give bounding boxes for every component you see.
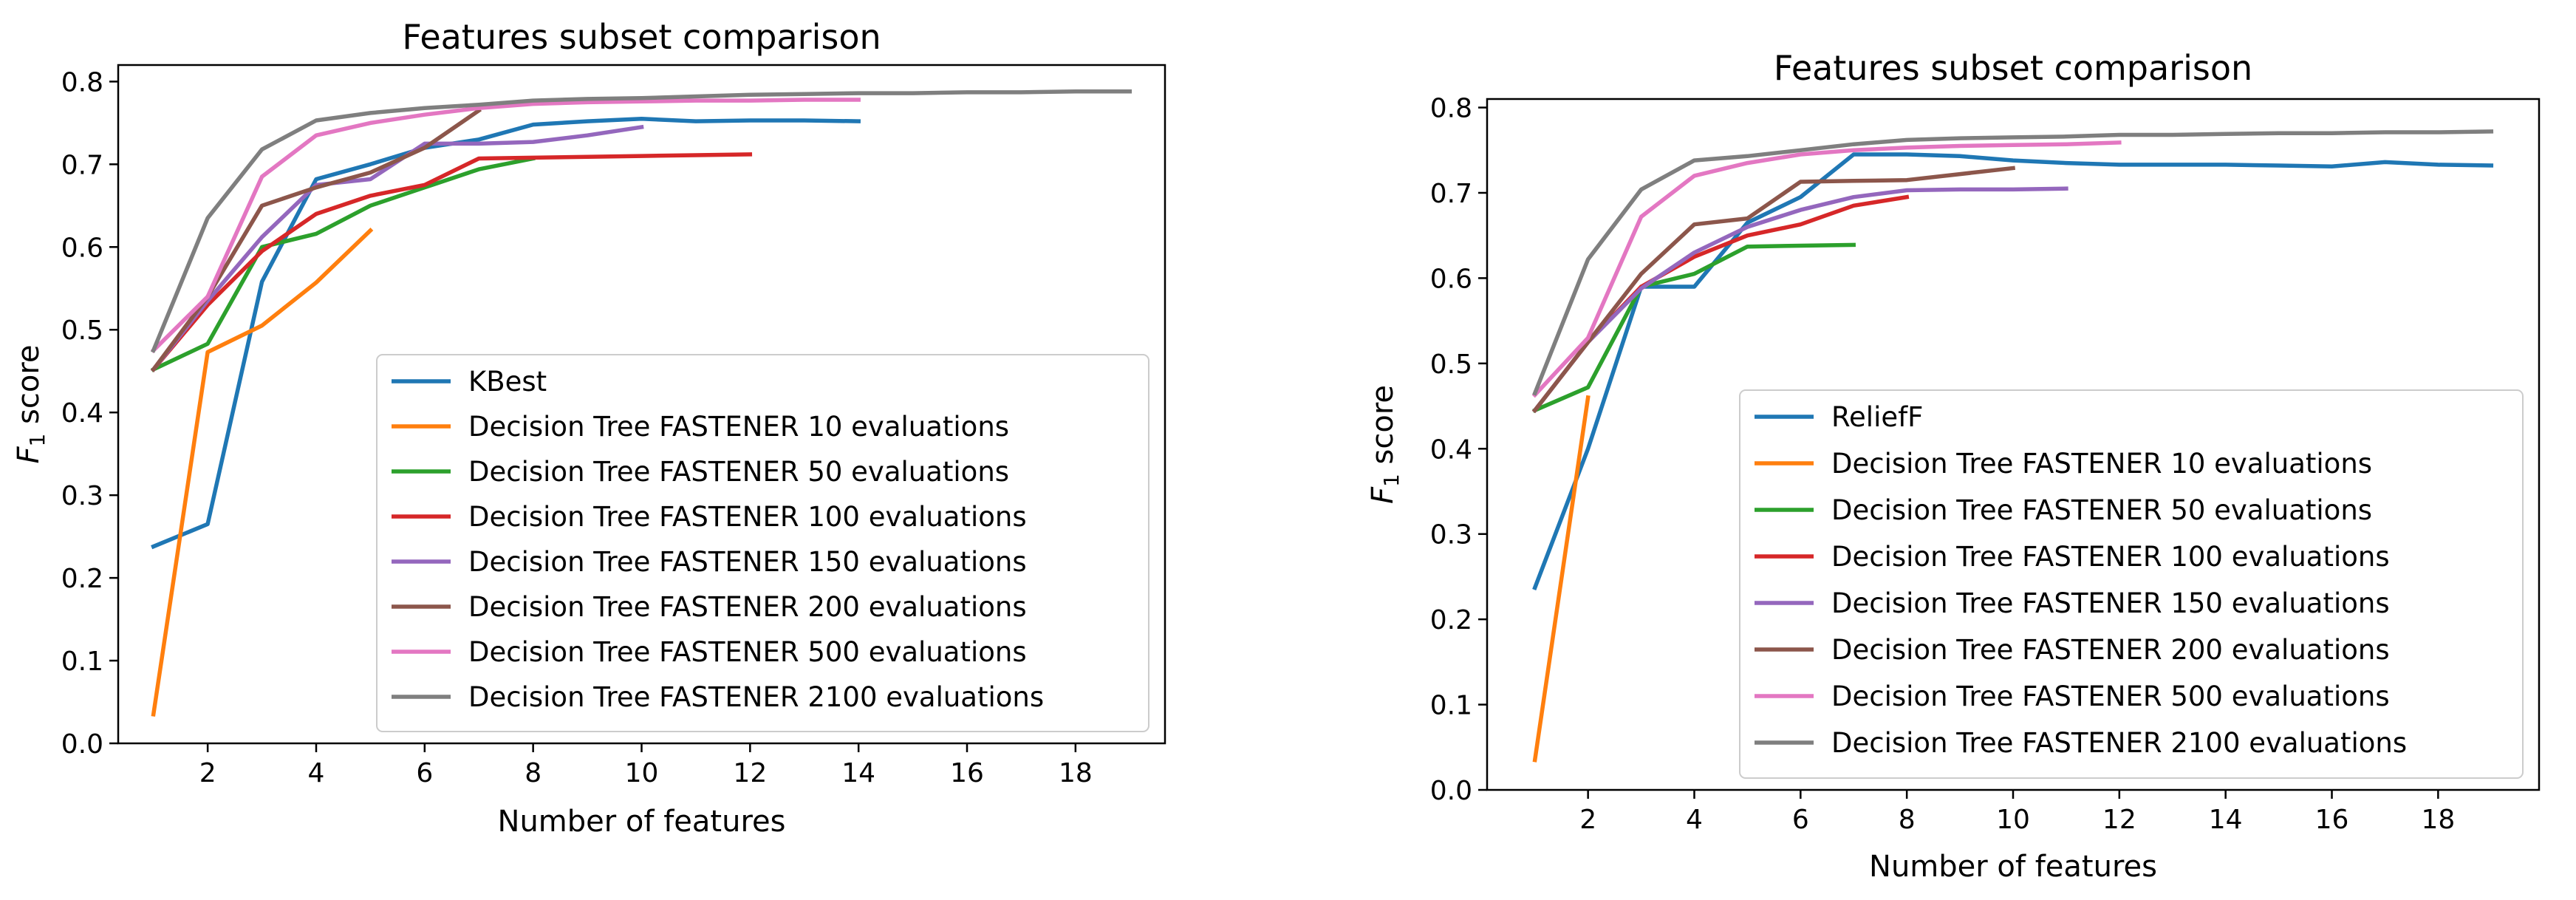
y-axis-label: F1 score (12, 344, 49, 463)
series-lines (1531, 129, 2494, 763)
series-lines (150, 89, 1132, 717)
legend-entry-5: Decision Tree FASTENER 200 evaluations (468, 591, 1027, 623)
chart-1: Features subset comparison 2 4 6 8 10 12 14 16 18… (12, 17, 1166, 839)
x-tick-label: 10 (1996, 805, 2030, 835)
x-tick-label: 10 (625, 758, 659, 788)
legend-entry-0: KBest (468, 366, 547, 398)
x-tick-label: 2 (1579, 805, 1596, 835)
series-line-1 (151, 228, 374, 717)
legend-entry-1: Decision Tree FASTENER 10 evaluations (1831, 448, 2372, 480)
legend-entry-5: Decision Tree FASTENER 200 evaluations (1831, 634, 2390, 666)
x-tick-label: 4 (1686, 805, 1703, 835)
series-line-7 (151, 89, 1132, 353)
y-tick-label: 0.7 (61, 150, 103, 180)
y-axis: 0.0 0.1 0.2 0.3 0.4 0.5 0.6 0.7 0.8 (61, 67, 118, 760)
legend: ReliefF Decision Tree FASTENER 10 evaluat… (1739, 389, 2524, 779)
series-line-0 (151, 117, 861, 550)
y-tick-label: 0.3 (1430, 520, 1472, 550)
y-axis-label-sub: 1 (1379, 474, 1404, 487)
x-tick-label: 4 (308, 758, 325, 788)
chart-2: Features subset comparison 2 4 6 8 10 12 14 16 18… (1366, 48, 2541, 884)
y-tick-label: 0.4 (61, 398, 103, 429)
y-tick-label: 0.8 (61, 67, 103, 98)
legend-entry-3: Decision Tree FASTENER 100 evaluations (1831, 541, 2390, 573)
series-line-0 (1532, 152, 2494, 590)
y-tick-label: 0.1 (61, 647, 103, 677)
x-tick-label: 12 (2102, 805, 2136, 835)
x-tick-label: 18 (1059, 758, 1093, 788)
y-tick-label: 0.5 (61, 316, 103, 346)
legend-entry-2: Decision Tree FASTENER 50 evaluations (468, 456, 1009, 488)
series-line-5 (1531, 166, 2016, 414)
y-axis-label: F1 score (1366, 385, 1404, 504)
y-tick-label: 0.4 (1430, 434, 1472, 465)
x-tick-label: 8 (525, 758, 541, 788)
y-tick-label: 0.0 (1430, 776, 1472, 806)
y-tick-label: 0.6 (61, 233, 103, 263)
legend-entry-4: Decision Tree FASTENER 150 evaluations (1831, 587, 2390, 619)
y-tick-label: 0.6 (1430, 264, 1472, 294)
legend-entry-0: ReliefF (1831, 401, 1923, 433)
series-line-4 (1531, 186, 2068, 414)
series-line-3 (150, 152, 753, 372)
chart-title: Features subset comparison (402, 17, 881, 57)
x-tick-label: 16 (2315, 805, 2349, 835)
series-line-4 (150, 124, 644, 372)
y-tick-label: 0.5 (1430, 350, 1472, 380)
chart-title: Features subset comparison (1774, 48, 2252, 88)
series-line-2 (151, 156, 536, 372)
x-axis: 2 4 6 8 10 12 14 16 18 (1579, 790, 2455, 835)
x-tick-label: 16 (950, 758, 984, 788)
legend-entry-7: Decision Tree FASTENER 2100 evaluations (468, 681, 1044, 713)
x-axis-label: Number of features (498, 805, 786, 839)
x-tick-label: 14 (2209, 805, 2243, 835)
series-line-6 (1531, 140, 2122, 398)
y-axis-label-main: F (1366, 486, 1400, 504)
y-tick-label: 0.3 (61, 481, 103, 511)
legend-entry-6: Decision Tree FASTENER 500 evaluations (1831, 681, 2390, 712)
legend-entry-6: Decision Tree FASTENER 500 evaluations (468, 636, 1027, 668)
x-tick-label: 12 (733, 758, 767, 788)
legend-entry-2: Decision Tree FASTENER 50 evaluations (1831, 494, 2372, 526)
legend-entry-4: Decision Tree FASTENER 150 evaluations (468, 546, 1027, 578)
legend-box (1739, 389, 2524, 779)
y-tick-label: 0.2 (61, 564, 103, 594)
x-tick-label: 2 (199, 758, 216, 788)
y-axis: 0.0 0.1 0.2 0.3 0.4 0.5 0.6 0.7 0.8 (1430, 94, 1487, 806)
y-tick-label: 0.0 (61, 729, 103, 760)
y-axis-label-main: F (12, 446, 46, 464)
legend-entry-3: Decision Tree FASTENER 100 evaluations (468, 501, 1027, 533)
series-line-1 (1532, 395, 1591, 763)
x-tick-label: 14 (841, 758, 875, 788)
series-line-6 (150, 98, 861, 354)
x-tick-label: 18 (2421, 805, 2455, 835)
legend: KBest Decision Tree FASTENER 10 evaluatio… (376, 354, 1149, 732)
legend-box (376, 354, 1149, 732)
y-axis-label-suffix: score (1366, 385, 1400, 474)
x-tick-label: 8 (1899, 805, 1916, 835)
x-axis-label: Number of features (1869, 850, 2157, 884)
series-line-5 (150, 107, 482, 372)
series-line-2 (1532, 242, 1856, 413)
y-tick-label: 0.1 (1430, 691, 1472, 721)
x-tick-label: 6 (1792, 805, 1809, 835)
y-axis-label-sub: 1 (25, 434, 49, 447)
legend-entry-1: Decision Tree FASTENER 10 evaluations (468, 411, 1009, 443)
y-tick-label: 0.2 (1430, 605, 1472, 635)
x-tick-label: 6 (416, 758, 433, 788)
legend-entry-7: Decision Tree FASTENER 2100 evaluations (1831, 727, 2407, 759)
y-tick-label: 0.7 (1430, 179, 1472, 209)
y-axis-label-suffix: score (12, 344, 46, 433)
x-axis: 2 4 6 8 10 12 14 16 18 (199, 743, 1093, 788)
y-tick-label: 0.8 (1430, 94, 1472, 124)
series-line-7 (1532, 129, 2494, 396)
